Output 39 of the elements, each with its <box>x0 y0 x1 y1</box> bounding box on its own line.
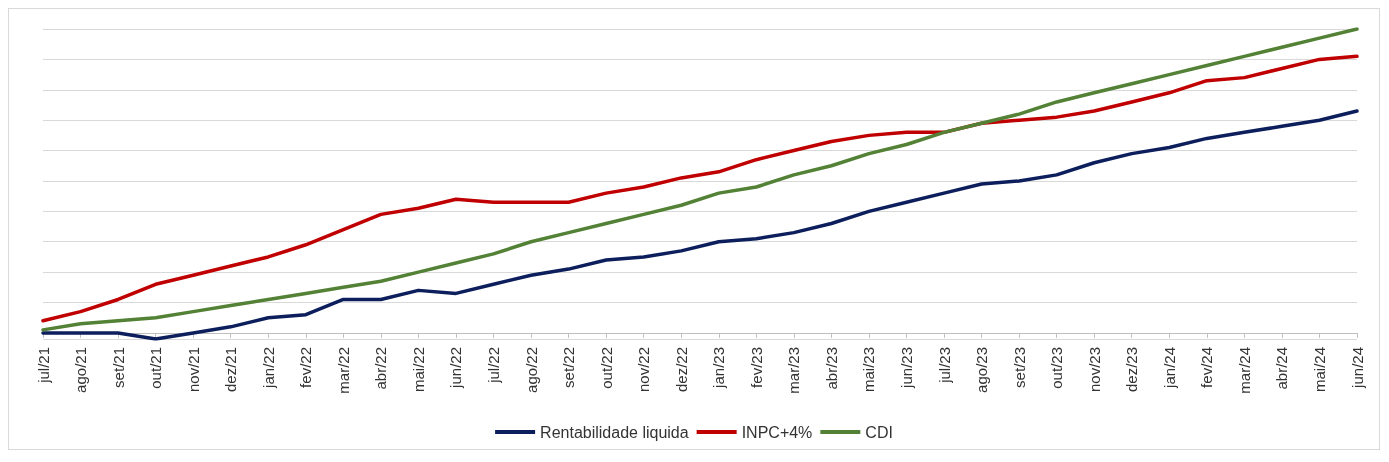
x-tick-label: abr/23 <box>822 347 840 390</box>
x-tick-label: set/21 <box>109 347 127 388</box>
x-tick-label: jul/21 <box>34 347 52 384</box>
x-tick-label: dez/23 <box>1123 347 1141 393</box>
x-tick-label: abr/22 <box>372 347 390 390</box>
x-tick-label: jun/24 <box>1348 347 1366 389</box>
x-tick-label: out/23 <box>1048 347 1066 389</box>
x-tick-label: out/22 <box>597 347 615 389</box>
x-tick-label: mai/23 <box>860 347 878 393</box>
x-tick-label: mar/24 <box>1235 347 1253 394</box>
x-tick-label: nov/21 <box>184 347 202 393</box>
x-tick-label: fev/23 <box>747 347 765 388</box>
x-tick-label: mai/22 <box>409 347 427 393</box>
x-tick-label: jul/22 <box>485 347 503 384</box>
x-tick-label: out/21 <box>147 347 165 389</box>
x-tick-label: set/23 <box>1010 347 1028 388</box>
x-tick-label: ago/22 <box>522 347 540 393</box>
legend-label: Rentabilidade liquida <box>540 423 689 441</box>
x-tick-label: mar/23 <box>785 347 803 394</box>
x-tick-label: nov/22 <box>635 347 653 393</box>
x-tick-label: ago/23 <box>973 347 991 393</box>
x-tick-label: abr/24 <box>1273 347 1291 390</box>
x-tick-label: mar/22 <box>334 347 352 394</box>
x-tick-label: jul/23 <box>935 347 953 384</box>
x-tick-label: jan/22 <box>259 347 277 389</box>
x-tick-label: jun/23 <box>897 347 915 389</box>
x-tick-label: dez/22 <box>672 347 690 393</box>
x-tick-label: jan/23 <box>710 347 728 389</box>
x-tick-label: ago/21 <box>72 347 90 393</box>
legend-label: INPC+4% <box>741 423 813 441</box>
x-tick-label: mai/24 <box>1310 347 1328 393</box>
x-tick-label: set/22 <box>560 347 578 388</box>
x-tick-label: jun/22 <box>447 347 465 389</box>
x-tick-label: jan/24 <box>1160 347 1178 389</box>
legend-label: CDI <box>865 423 893 441</box>
x-tick-label: fev/24 <box>1198 347 1216 388</box>
x-tick-label: nov/23 <box>1085 347 1103 393</box>
x-tick-label: dez/21 <box>222 347 240 393</box>
x-tick-label: fev/22 <box>297 347 315 388</box>
